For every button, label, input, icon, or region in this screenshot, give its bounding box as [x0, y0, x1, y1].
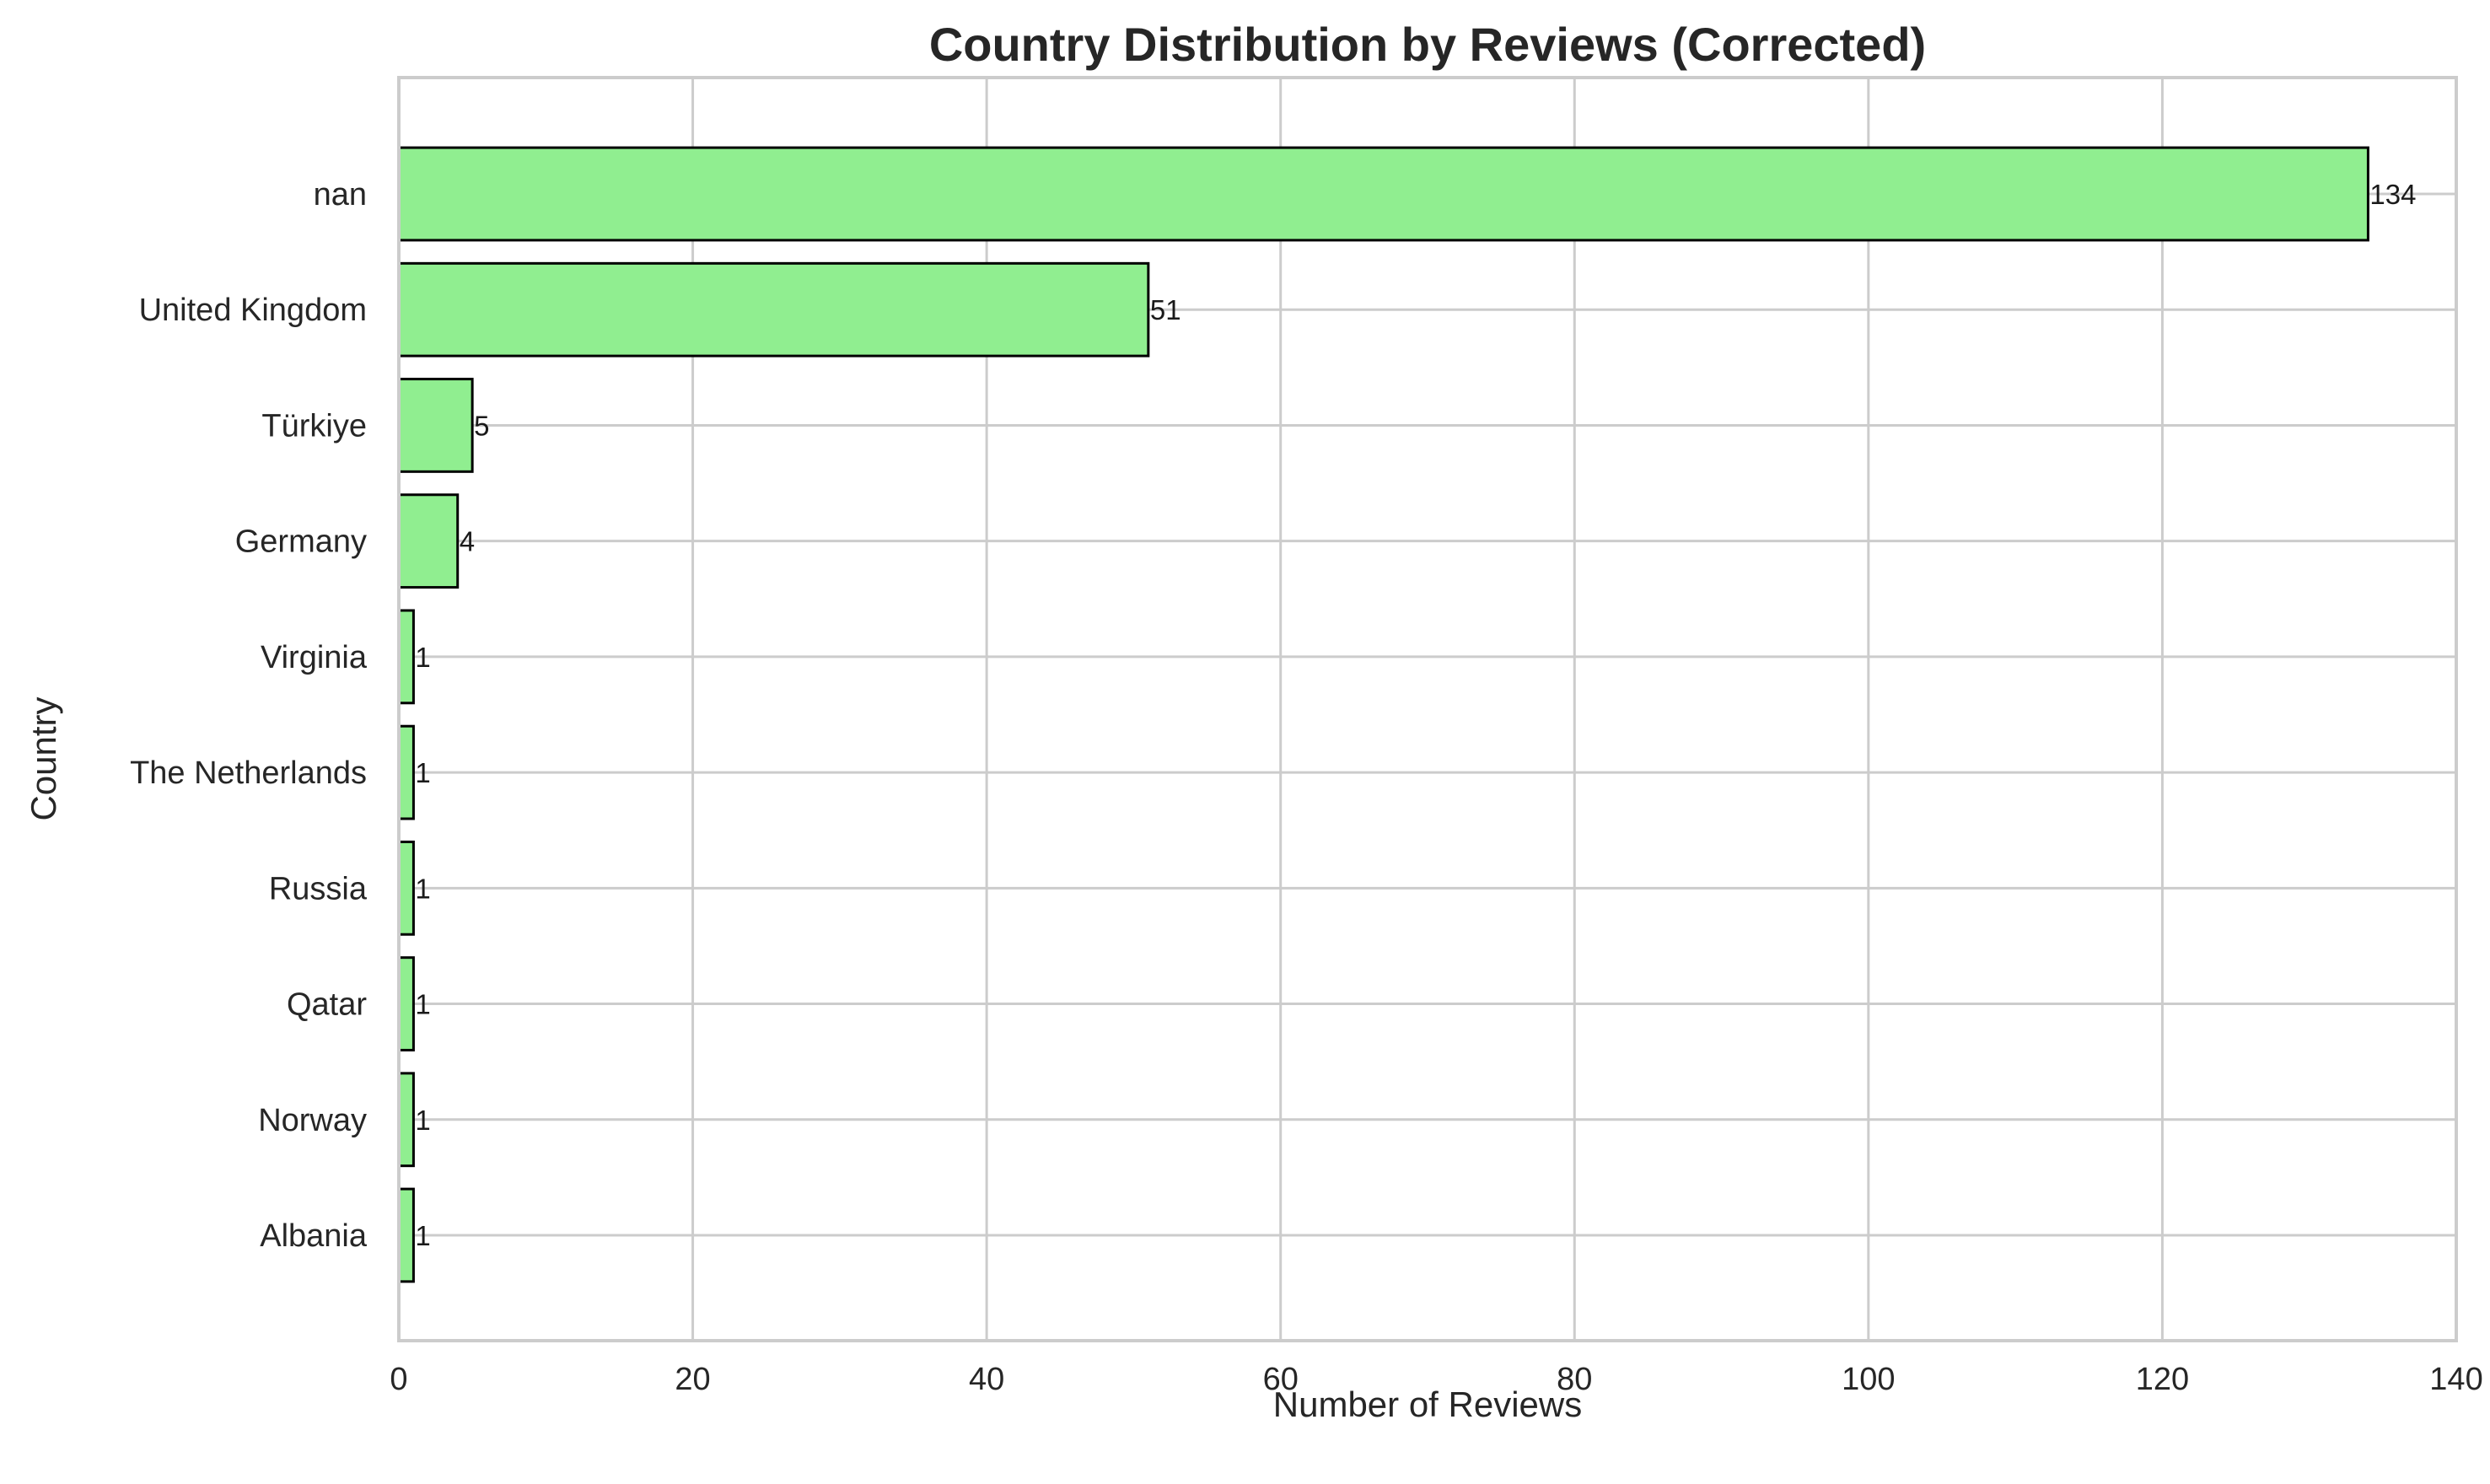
bar	[397, 840, 415, 936]
y-tick-label: Virginia	[261, 640, 368, 675]
bar	[397, 1072, 415, 1168]
plot-frame	[397, 76, 2458, 1342]
bar	[397, 378, 474, 473]
bar	[397, 609, 415, 705]
y-tick-label: The Netherlands	[130, 755, 367, 791]
bar	[397, 261, 1150, 358]
data-label: 5	[474, 410, 489, 441]
data-label: 4	[460, 526, 475, 557]
data-label: 1	[415, 1105, 430, 1136]
y-tick-label: United Kingdom	[139, 293, 367, 328]
x-tick-label: 60	[1263, 1362, 1299, 1397]
data-label: 134	[2369, 179, 2416, 210]
chart-title: Country Distribution by Reviews (Correct…	[929, 18, 1926, 71]
y-tick-label: Germany	[235, 524, 367, 560]
y-tick-label: Türkiye	[261, 408, 367, 444]
data-label: 1	[415, 1220, 430, 1251]
data-label: 1	[415, 642, 430, 673]
y-tick-label: Albania	[260, 1218, 368, 1254]
bar	[397, 493, 460, 589]
y-tick-label: Russia	[269, 871, 368, 906]
data-label: 1	[415, 989, 430, 1020]
bar	[397, 146, 2369, 242]
x-tick-label: 20	[675, 1362, 710, 1397]
x-tick-label: 0	[390, 1362, 407, 1397]
data-label: 1	[415, 873, 430, 904]
bar	[397, 1187, 415, 1283]
y-tick-label: Norway	[258, 1103, 367, 1138]
x-tick-label: 100	[1842, 1362, 1895, 1397]
data-label: 51	[1150, 294, 1181, 325]
y-tick-label: nan	[314, 177, 367, 212]
y-axis-label: Country	[24, 696, 63, 820]
data-label: 1	[415, 757, 430, 788]
bar	[397, 956, 415, 1051]
x-tick-label: 140	[2429, 1362, 2482, 1397]
y-tick-label: Qatar	[287, 987, 367, 1023]
x-tick-label: 40	[969, 1362, 1004, 1397]
x-axis-label: Number of Reviews	[1273, 1385, 1582, 1424]
x-tick-label: 120	[2136, 1362, 2189, 1397]
bar	[397, 724, 415, 820]
x-tick-label: 80	[1557, 1362, 1592, 1397]
